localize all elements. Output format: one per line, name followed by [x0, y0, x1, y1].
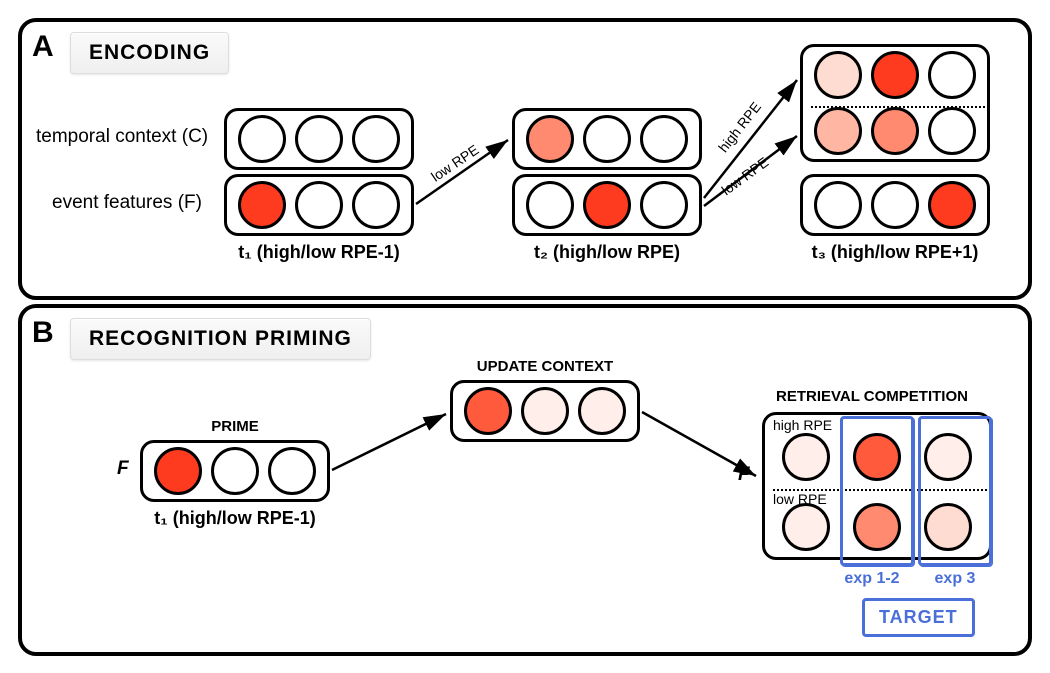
note-low-rpe: low RPE — [773, 491, 827, 507]
blue-box-exp12 — [840, 416, 914, 566]
node — [352, 115, 400, 163]
node — [238, 181, 286, 229]
node — [640, 181, 688, 229]
label-exp12: exp 1-2 — [832, 570, 912, 588]
label-f-retrieval: F — [738, 464, 750, 486]
node — [583, 181, 631, 229]
badge-target: TARGET — [862, 598, 975, 637]
group-t2-features — [512, 174, 702, 236]
label-high-rpe: high RPE — [715, 99, 764, 155]
node — [211, 447, 259, 495]
node — [578, 387, 626, 435]
node — [782, 433, 830, 481]
node — [814, 51, 862, 99]
group-t1-context — [224, 108, 414, 170]
node — [268, 447, 316, 495]
label-f-prime: F — [117, 458, 129, 480]
group-t1-features — [224, 174, 414, 236]
label-t1: t₁ (high/low RPE-1) — [224, 242, 414, 263]
node — [871, 51, 919, 99]
node — [871, 107, 919, 155]
label-update: UPDATE CONTEXT — [430, 358, 660, 375]
node — [295, 181, 343, 229]
note-high-rpe: high RPE — [773, 417, 832, 433]
group-t3-context-double — [800, 44, 990, 162]
node — [814, 181, 862, 229]
group-t2-context — [512, 108, 702, 170]
group-t3-features — [800, 174, 990, 236]
node — [295, 115, 343, 163]
panel-recognition-priming: B RECOGNITION PRIMING PRIME UPDATE CONTE… — [18, 304, 1032, 656]
node — [154, 447, 202, 495]
node — [521, 387, 569, 435]
panel-letter-a: A — [32, 30, 54, 64]
node — [928, 181, 976, 229]
blue-box-exp3 — [918, 416, 992, 566]
node — [464, 387, 512, 435]
label-temporal-context: temporal context (C) — [36, 126, 208, 148]
node — [526, 181, 574, 229]
label-low-rpe-2: low RPE — [718, 154, 771, 199]
label-retrieval: RETRIEVAL COMPETITION — [742, 388, 1002, 405]
group-update-context — [450, 380, 640, 442]
panel-letter-b: B — [32, 316, 54, 350]
label-b-t1: t₁ (high/low RPE-1) — [140, 508, 330, 529]
node — [928, 107, 976, 155]
node — [871, 181, 919, 229]
panel-title-recognition: RECOGNITION PRIMING — [70, 318, 371, 360]
label-event-features: event features (F) — [52, 192, 202, 214]
node — [640, 115, 688, 163]
node — [238, 115, 286, 163]
group-prime — [140, 440, 330, 502]
node — [782, 503, 830, 551]
node — [814, 107, 862, 155]
node — [352, 181, 400, 229]
label-t2: t₂ (high/low RPE) — [512, 242, 702, 263]
label-prime: PRIME — [140, 418, 330, 435]
node — [583, 115, 631, 163]
node — [526, 115, 574, 163]
panel-title-encoding: ENCODING — [70, 32, 229, 74]
node — [928, 51, 976, 99]
label-low-rpe-1: low RPE — [428, 141, 481, 184]
label-t3: t₃ (high/low RPE+1) — [800, 242, 990, 263]
panel-encoding: A ENCODING temporal context (C) event fe… — [18, 18, 1032, 300]
label-exp3: exp 3 — [918, 570, 992, 588]
